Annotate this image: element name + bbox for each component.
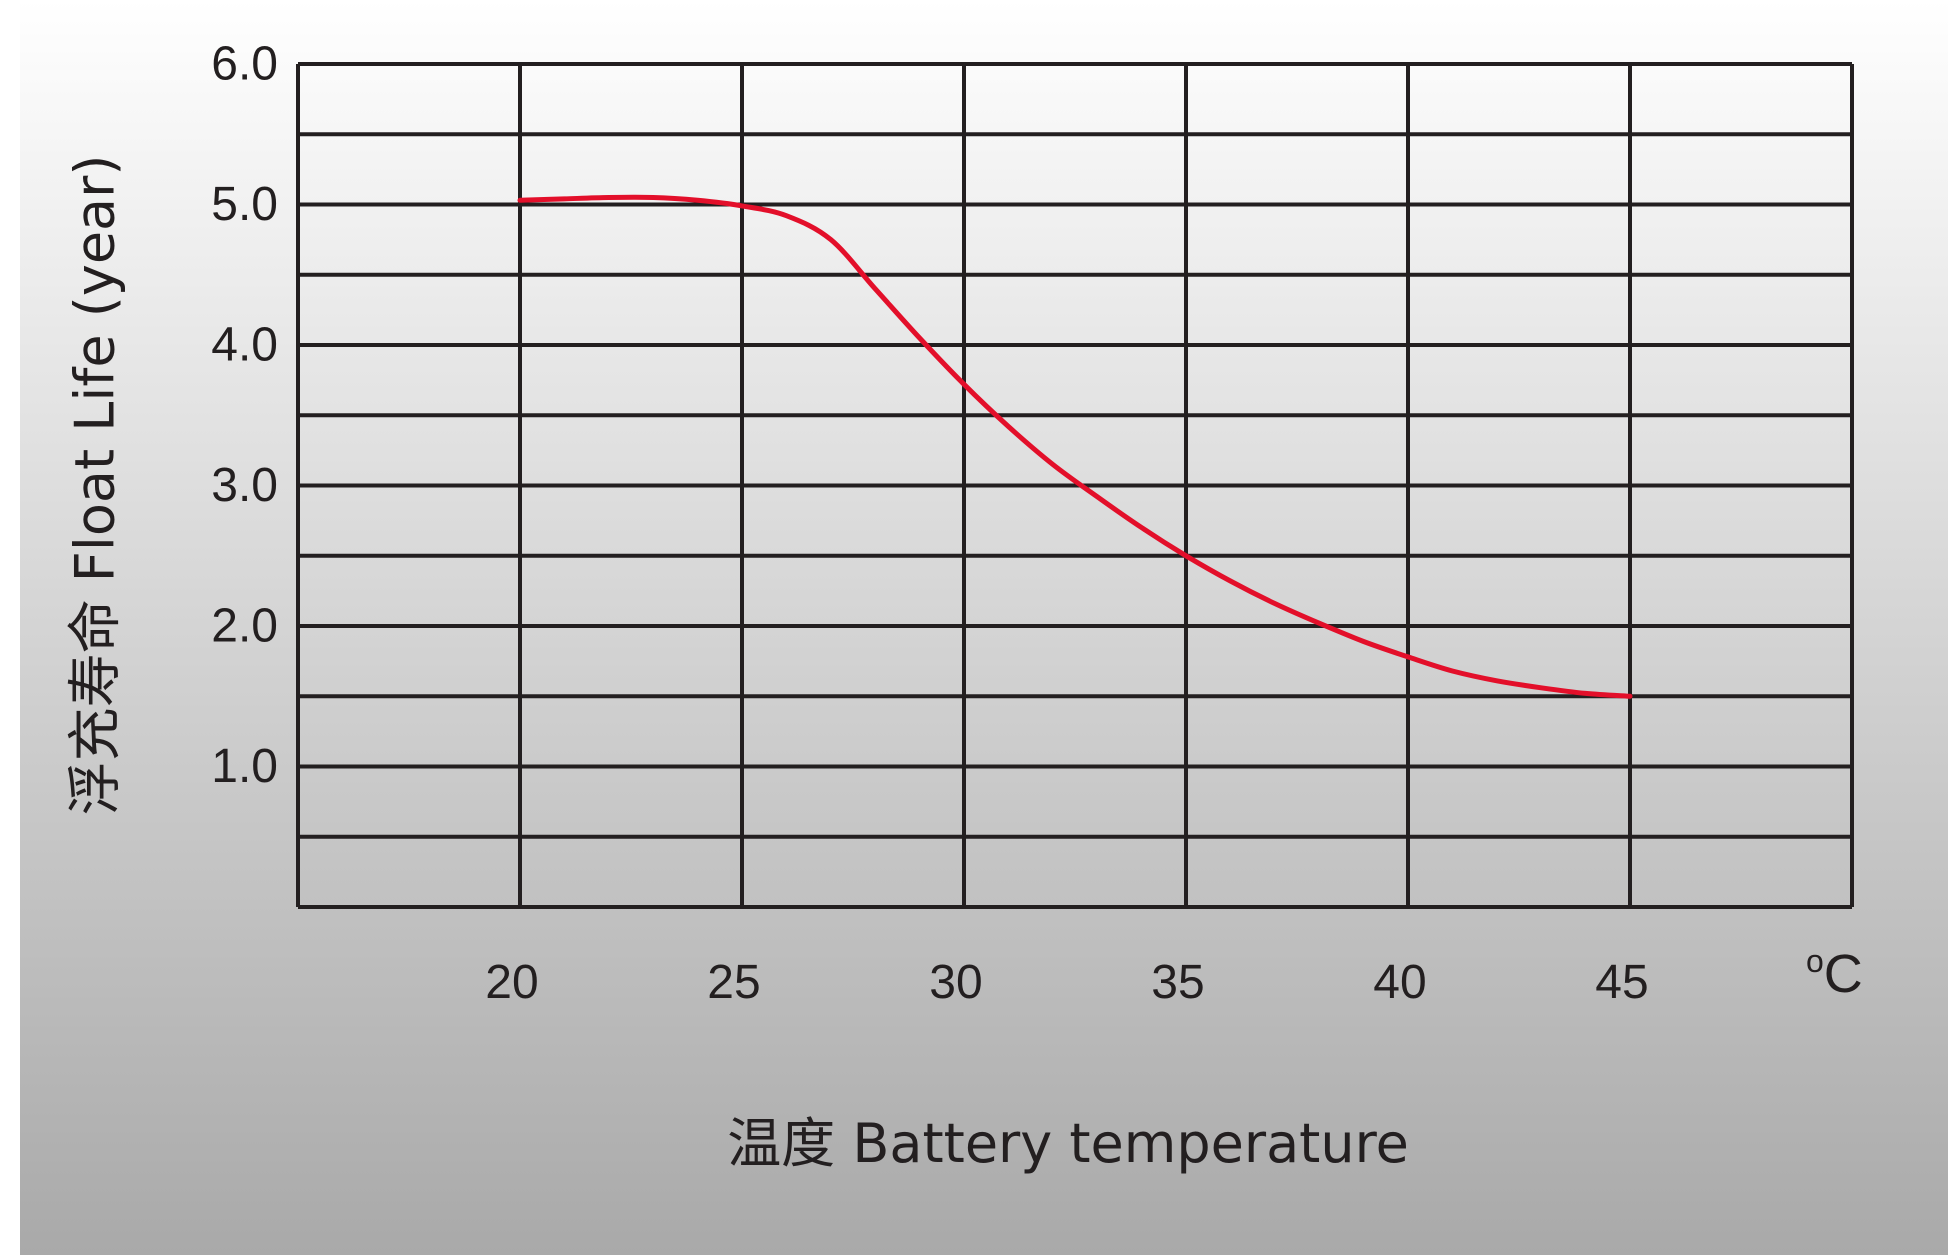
y-tick-label: 5.0 xyxy=(211,178,278,231)
y-tick-label: 6.0 xyxy=(211,38,278,91)
y-axis-title: 浮充寿命 Float Life (year) xyxy=(64,155,127,816)
y-tick-label: 4.0 xyxy=(211,319,278,372)
x-axis-unit-degree: o xyxy=(1806,943,1824,979)
x-tick-label: 45 xyxy=(1595,956,1648,1009)
y-tick-label: 1.0 xyxy=(211,740,278,793)
x-tick-label: 25 xyxy=(707,956,760,1009)
x-tick-label: 20 xyxy=(485,956,538,1009)
y-tick-label: 2.0 xyxy=(211,600,278,653)
x-axis-title: 温度 Battery temperature xyxy=(727,1112,1409,1175)
y-tick-label: 3.0 xyxy=(211,459,278,512)
x-axis-unit-letter: C xyxy=(1824,944,1863,1004)
x-tick-label: 30 xyxy=(929,956,982,1009)
x-tick-label: 35 xyxy=(1151,956,1204,1009)
x-tick-label: 40 xyxy=(1373,956,1426,1009)
